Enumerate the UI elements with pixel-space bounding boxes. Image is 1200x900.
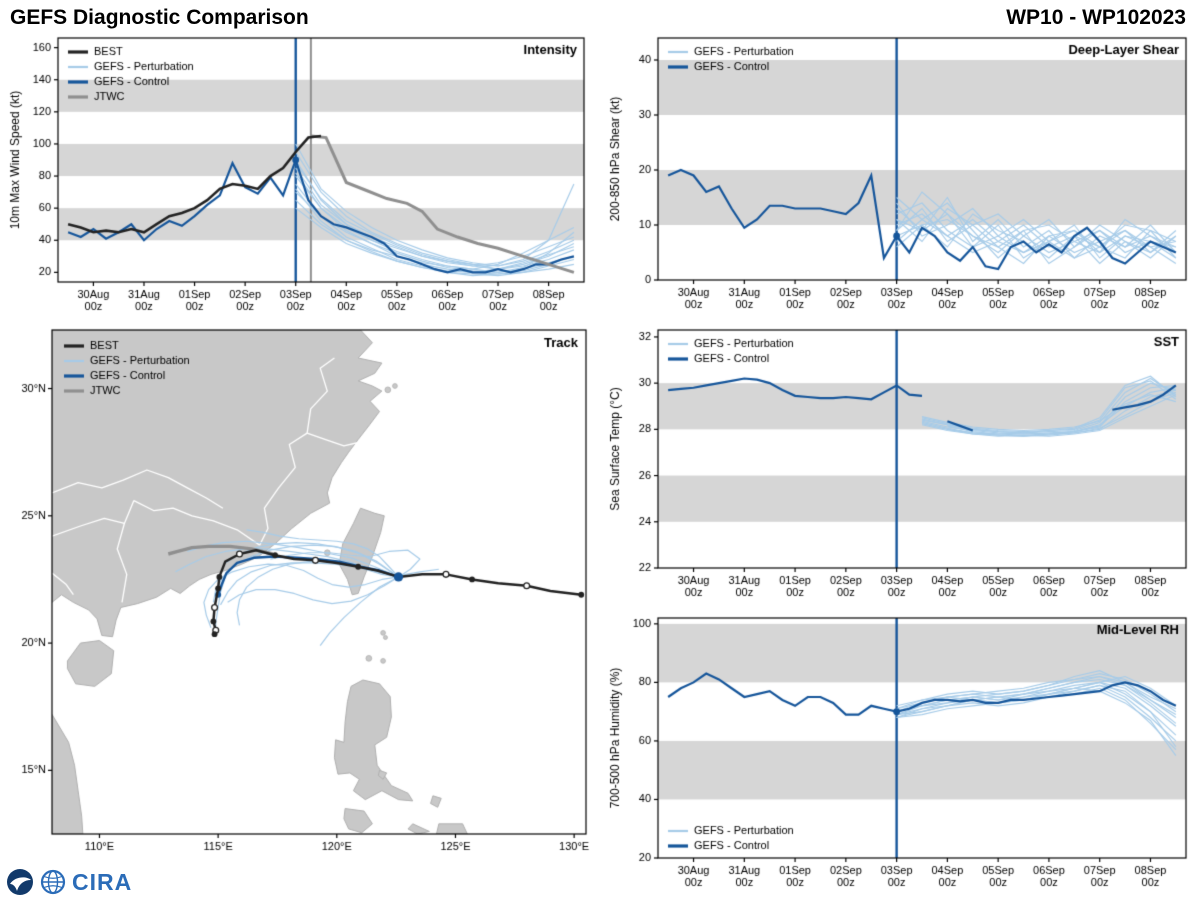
header: GEFS Diagnostic Comparison WP10 - WP1020…	[0, 0, 1200, 30]
intensity-chart	[2, 30, 596, 322]
track-map	[2, 324, 596, 864]
cira-logo-text: CIRA	[72, 868, 133, 895]
sst-chart	[602, 322, 1198, 608]
noaa-logo	[7, 869, 33, 895]
cira-globe-icon	[40, 869, 66, 895]
footer-logos: CIRA	[6, 866, 132, 898]
page-title: GEFS Diagnostic Comparison	[10, 6, 309, 29]
storm-id: WP10 - WP102023	[1006, 6, 1186, 29]
shear-chart	[602, 30, 1198, 320]
rh-chart	[602, 610, 1198, 898]
